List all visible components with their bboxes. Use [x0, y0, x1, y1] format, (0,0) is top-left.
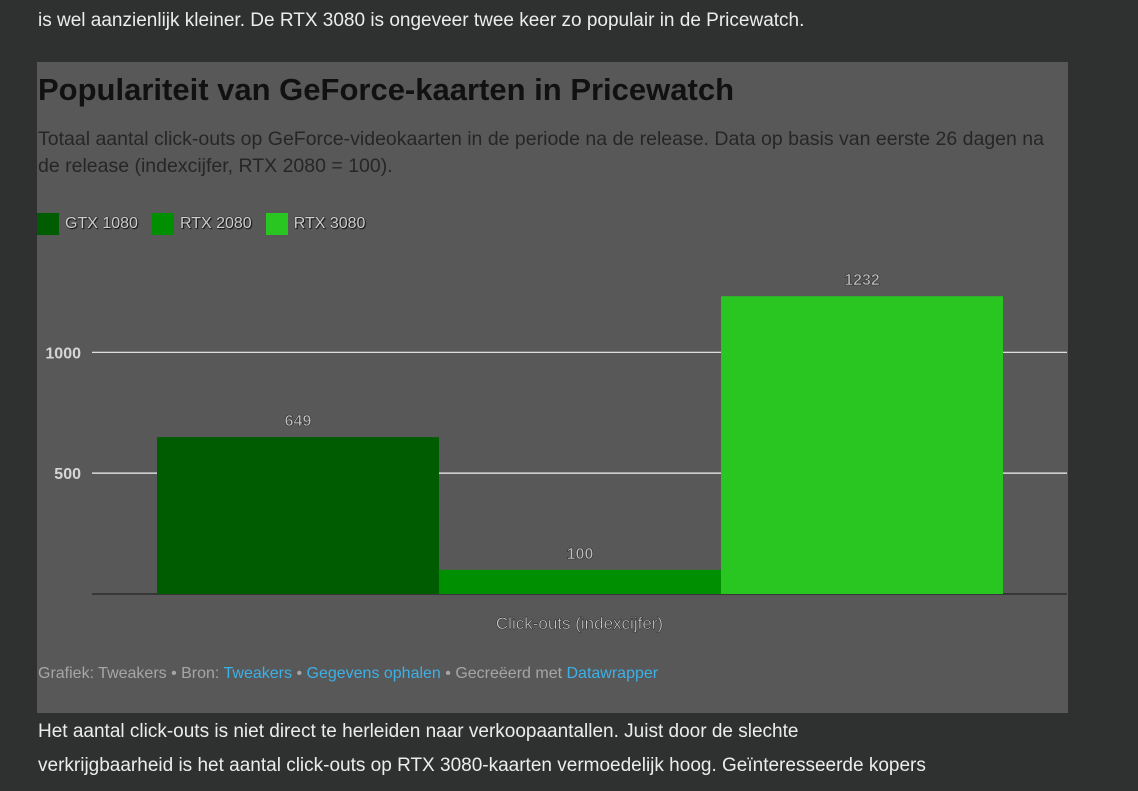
- y-tick-label: 500: [54, 466, 81, 483]
- bar-value-label: 1232: [844, 272, 880, 289]
- legend-swatch: [265, 213, 288, 235]
- download-data-link[interactable]: Gegevens ophalen: [306, 665, 441, 682]
- bar-chart-plot: 500 1000 649 100 1232 Click-outs (indexcijfer…: [45, 272, 1067, 633]
- footer-credit: Grafiek: Tweakers • Bron:: [38, 665, 224, 682]
- source-link[interactable]: Tweakers: [223, 665, 292, 682]
- legend-label: RTX 2080: [179, 215, 252, 232]
- chart-title: Populariteit van GeForce-kaarten in Pric…: [38, 72, 735, 107]
- legend-label: GTX 1080: [65, 215, 138, 232]
- chart-legend: GTX 1080 RTX 2080 RTX 3080: [37, 213, 379, 235]
- chart-card: Populariteit van GeForce-kaarten in Pric…: [37, 62, 1068, 713]
- bar-value-label: 649: [285, 413, 312, 430]
- x-axis-category-label: Click-outs (indexcijfer): [496, 614, 663, 633]
- legend-label: RTX 3080: [293, 215, 366, 232]
- chart-footer: Grafiek: Tweakers • Bron: Tweakers • Geg…: [38, 665, 658, 683]
- chart-subtitle: Totaal aantal click-outs op GeForce-vide…: [38, 128, 1044, 177]
- bar-value-label: 100: [567, 546, 594, 563]
- legend-item-rtx-3080: RTX 3080: [265, 213, 366, 235]
- article-paragraph-bottom-line-2: verkrijgbaarheid is het aantal click-out…: [38, 755, 926, 776]
- footer-separator: •: [292, 665, 307, 682]
- legend-item-gtx-1080: GTX 1080: [37, 213, 138, 235]
- datawrapper-link[interactable]: Datawrapper: [566, 665, 659, 682]
- legend-swatch: [37, 213, 59, 235]
- legend-item-rtx-2080: RTX 2080: [151, 213, 252, 235]
- footer-created-with: • Gecreëerd met: [440, 665, 567, 682]
- bar-rtx-2080: [439, 569, 721, 594]
- article-paragraph-bottom-line-1: Het aantal click-outs is niet direct te …: [38, 721, 799, 742]
- y-tick-label: 1000: [45, 345, 81, 362]
- bar-rtx-3080: [721, 296, 1003, 594]
- bar-gtx-1080: [157, 437, 439, 594]
- legend-swatch: [151, 213, 174, 235]
- article-paragraph-top: is wel aanzienlijk kleiner. De RTX 3080 …: [38, 10, 805, 31]
